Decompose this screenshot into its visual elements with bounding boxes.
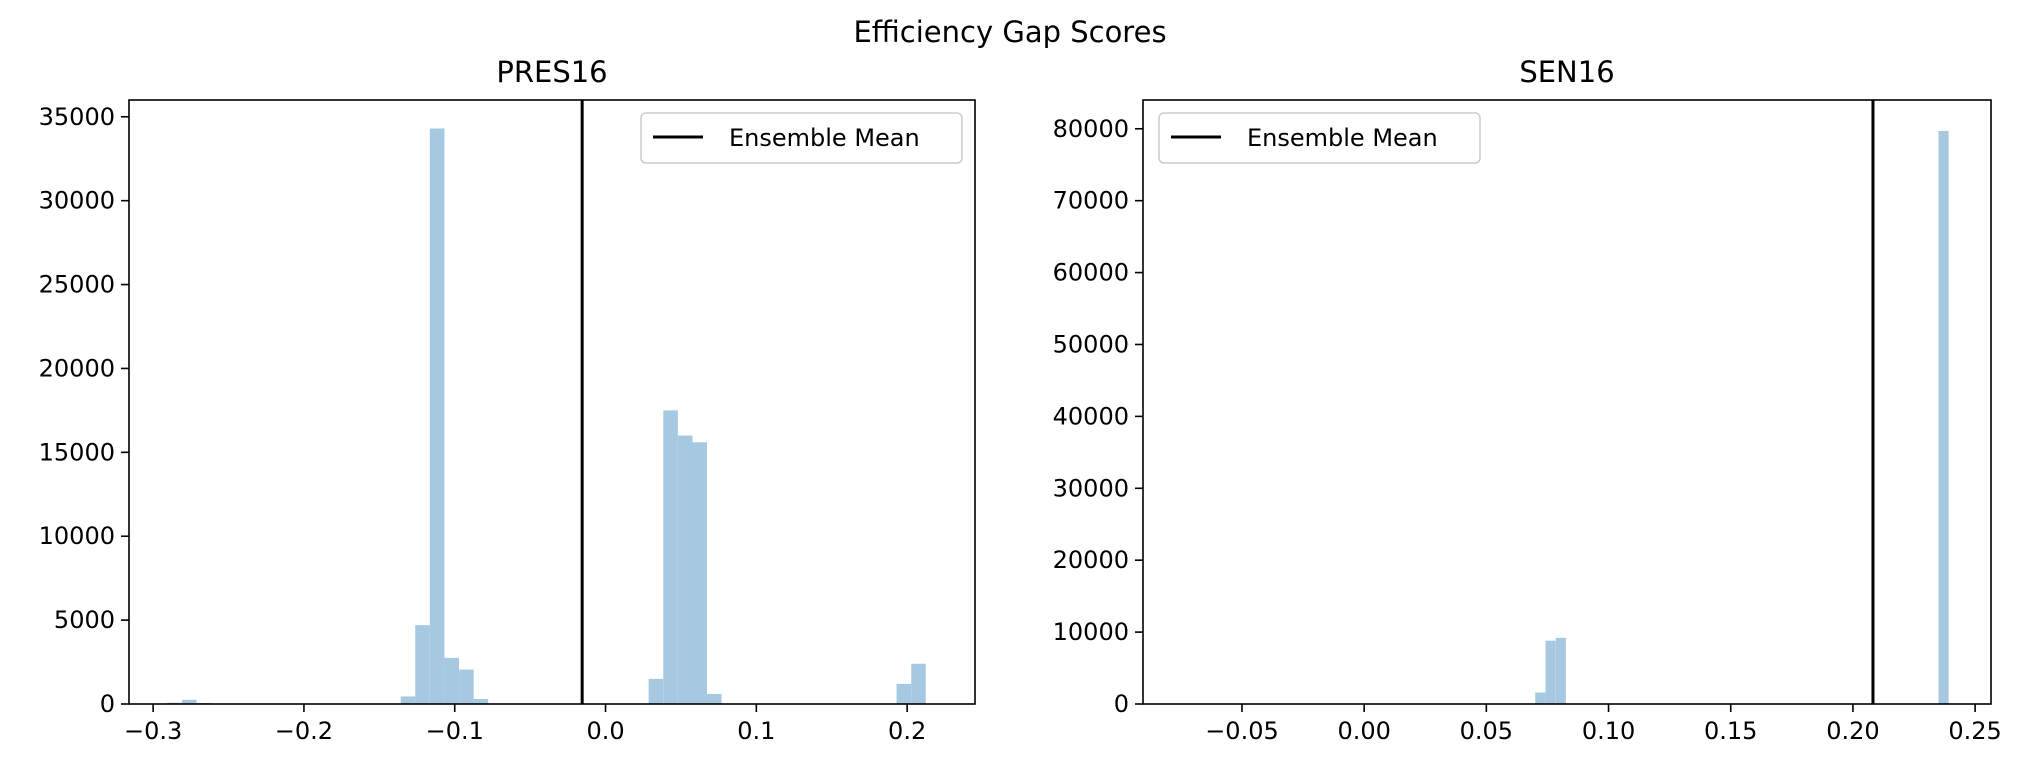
x-tick-label: 0.1 xyxy=(737,717,775,745)
histogram-bar xyxy=(677,435,693,704)
histogram-bar xyxy=(896,683,912,704)
axes-frame xyxy=(128,99,976,705)
histogram-bar xyxy=(181,699,197,704)
x-tick-label: 0.25 xyxy=(1948,717,2001,745)
legend-label: Ensemble Mean xyxy=(1247,124,1438,152)
histogram-bar xyxy=(1938,130,1949,705)
legend-box xyxy=(640,112,963,164)
histogram-bar xyxy=(1555,637,1566,704)
legend-label: Ensemble Mean xyxy=(729,124,920,152)
histogram-bar xyxy=(1535,692,1546,704)
histogram-bar xyxy=(400,696,416,704)
legend-box xyxy=(1158,112,1481,164)
chart-panel-pres16: PRES16 −0.3 −0.2 −0.1 0.0 0.1 0.2 0 5000 10000 150… xyxy=(39,55,976,745)
y-tick-label: 60000 xyxy=(1053,259,1129,287)
y-tick-label: 20000 xyxy=(39,354,115,382)
x-tick-label: −0.3 xyxy=(124,717,182,745)
histogram-bar xyxy=(692,442,707,704)
histogram-bar xyxy=(648,678,664,704)
y-tick-label: 20000 xyxy=(1053,546,1129,574)
x-tick-label: −0.05 xyxy=(1205,717,1279,745)
x-tick-label: 0.15 xyxy=(1704,717,1757,745)
x-tick-label: −0.2 xyxy=(275,717,333,745)
histogram-bar xyxy=(429,128,445,704)
chart-title-pres16: PRES16 xyxy=(496,55,607,89)
x-tick-label: 0.05 xyxy=(1460,717,1513,745)
histogram-bar xyxy=(1545,640,1556,704)
histogram-bar xyxy=(707,693,722,704)
chart-title-sen16: SEN16 xyxy=(1519,55,1614,89)
x-tick-label: 0.0 xyxy=(586,717,624,745)
histogram-bar xyxy=(911,663,926,704)
y-tick-label: 70000 xyxy=(1053,187,1129,215)
y-tick-label: 10000 xyxy=(39,522,115,550)
y-tick-label: 30000 xyxy=(39,187,115,215)
y-tick-label: 35000 xyxy=(39,103,115,131)
legend-sen16: Ensemble Mean xyxy=(1158,112,1481,164)
axes-frame xyxy=(1142,99,1992,705)
y-tick-label: 0 xyxy=(1114,690,1129,718)
y-tick-label: 0 xyxy=(100,690,115,718)
figure-title: Efficiency Gap Scores xyxy=(853,15,1166,49)
legend-pres16: Ensemble Mean xyxy=(640,112,963,164)
x-tick-label: 0.00 xyxy=(1337,717,1390,745)
x-tick-label: 0.20 xyxy=(1826,717,1879,745)
y-tick-label: 50000 xyxy=(1053,330,1129,358)
chart-panel-sen16: SEN16 −0.05 0.00 0.05 0.10 0.15 0.20 0.25 0 10000… xyxy=(1053,55,2002,745)
histogram-bar xyxy=(473,698,489,704)
histogram-bar xyxy=(444,657,460,704)
y-tick-label: 10000 xyxy=(1053,618,1129,646)
x-tick-label: 0.2 xyxy=(888,717,926,745)
y-tick-label: 5000 xyxy=(54,606,115,634)
histogram-bar xyxy=(459,669,474,704)
y-tick-label: 30000 xyxy=(1053,474,1129,502)
y-tick-label: 80000 xyxy=(1053,115,1129,143)
x-tick-label: 0.10 xyxy=(1582,717,1635,745)
histogram-bar xyxy=(415,625,430,704)
y-tick-label: 25000 xyxy=(39,271,115,299)
x-tick-label: −0.1 xyxy=(426,717,484,745)
histogram-bar xyxy=(663,410,678,704)
y-tick-label: 15000 xyxy=(39,438,115,466)
y-tick-label: 40000 xyxy=(1053,402,1129,430)
